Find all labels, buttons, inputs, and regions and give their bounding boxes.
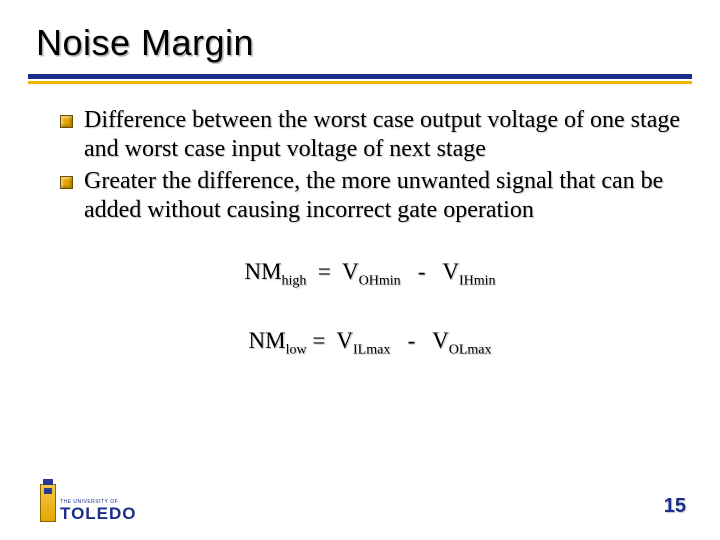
eq-rhs1-sub: OHmin — [359, 274, 401, 289]
equations-block: NMhigh = VOHmin - VIHmin NMlow = VILmax … — [60, 259, 680, 358]
eq-rhs2-sub: OLmax — [449, 342, 492, 357]
page-number: 15 — [664, 495, 686, 518]
bullet-item: Difference between the worst case output… — [60, 106, 680, 165]
university-logo: THE UNIVERSITY OF TOLEDO — [40, 484, 137, 522]
equation-nm-high: NMhigh = VOHmin - VIHmin — [60, 259, 680, 290]
logo-text: THE UNIVERSITY OF TOLEDO — [60, 500, 137, 522]
title-rule — [28, 74, 692, 84]
eq-lhs-sub: high — [282, 274, 307, 289]
bullet-item: Greater the difference, the more unwante… — [60, 167, 680, 226]
eq-lhs: NM — [244, 259, 281, 284]
title-area: Noise Margin — [0, 0, 720, 64]
rule-thick — [28, 74, 692, 79]
footer: THE UNIVERSITY OF TOLEDO 15 — [0, 472, 720, 522]
equation-nm-low: NMlow = VILmax - VOLmax — [60, 328, 680, 359]
logo-big-text: TOLEDO — [60, 505, 137, 522]
eq-rhs1: V — [336, 328, 353, 353]
logo-tower-icon — [40, 484, 56, 522]
eq-op: - — [418, 259, 426, 284]
slide-title: Noise Margin — [36, 22, 720, 64]
eq-rhs2-sub: IHmin — [459, 274, 496, 289]
eq-rhs1: V — [342, 259, 359, 284]
eq-rhs2: V — [442, 259, 459, 284]
eq-op: - — [408, 328, 416, 353]
eq-lhs-sub: low — [286, 342, 307, 357]
eq-rhs2: V — [432, 328, 449, 353]
eq-lhs: NM — [249, 328, 286, 353]
content-area: Difference between the worst case output… — [0, 84, 720, 358]
eq-rhs1-sub: ILmax — [353, 342, 390, 357]
